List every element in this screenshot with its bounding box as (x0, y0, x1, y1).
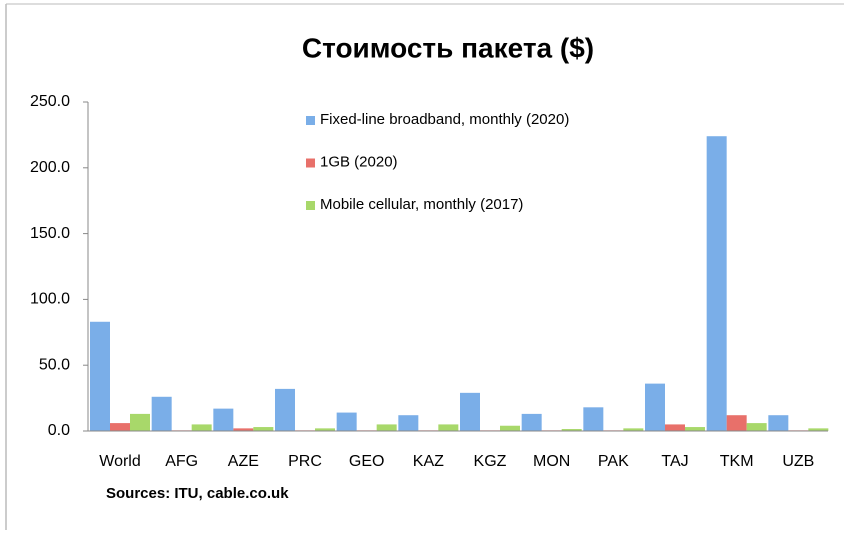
bar (275, 388, 295, 431)
x-tick-label: KGZ (474, 453, 507, 470)
bar (253, 427, 274, 431)
legend-swatch (306, 201, 315, 210)
x-tick-label: AFG (165, 453, 198, 470)
bar (685, 427, 705, 431)
bar (460, 392, 480, 431)
bar (315, 428, 335, 431)
y-tick-label: 150.0 (30, 225, 70, 242)
bar (500, 425, 520, 431)
bar (521, 413, 542, 431)
x-tick-label: TAJ (661, 453, 688, 470)
bar (398, 415, 419, 431)
legend-swatch (306, 116, 315, 125)
bar (808, 428, 829, 431)
bar (623, 428, 644, 431)
bar (110, 423, 130, 431)
bar (213, 408, 234, 431)
bar (645, 383, 665, 431)
bar (768, 415, 789, 431)
bar (151, 396, 172, 431)
x-tick-label: TKM (720, 453, 754, 470)
bar (665, 424, 685, 431)
x-tick-label: KAZ (413, 453, 444, 470)
bar (336, 412, 357, 431)
y-tick-label: 100.0 (30, 291, 70, 308)
bar (191, 424, 212, 431)
x-tick-label: MON (533, 453, 570, 470)
bar (233, 428, 254, 431)
x-tick-label: GEO (349, 453, 385, 470)
x-tick-label: World (99, 453, 141, 470)
bar (746, 423, 767, 431)
legend-swatch (306, 158, 315, 168)
y-tick-label: 200.0 (30, 159, 70, 176)
bar (706, 136, 727, 431)
bar (583, 407, 604, 431)
x-tick-label: PRC (288, 453, 322, 470)
x-tick-label: PAK (598, 453, 629, 470)
bar (561, 429, 582, 431)
chart-title: Стоимость пакета ($) (302, 32, 594, 63)
bar (376, 424, 397, 431)
source-note: Sources: ITU, cable.co.uk (106, 485, 289, 502)
bar (726, 415, 747, 431)
legend-label: Fixed-line broadband, monthly (2020) (320, 111, 569, 128)
bar (90, 321, 110, 431)
bar (438, 424, 459, 431)
y-tick-label: 50.0 (39, 356, 70, 373)
x-tick-label: AZE (228, 453, 259, 470)
x-tick-label: UZB (782, 453, 814, 470)
legend-label: Mobile cellular, monthly (2017) (320, 196, 523, 213)
legend-label: 1GB (2020) (320, 153, 398, 170)
y-tick-label: 250.0 (30, 93, 70, 110)
bar (130, 413, 150, 431)
y-tick-label: 0.0 (48, 422, 70, 439)
